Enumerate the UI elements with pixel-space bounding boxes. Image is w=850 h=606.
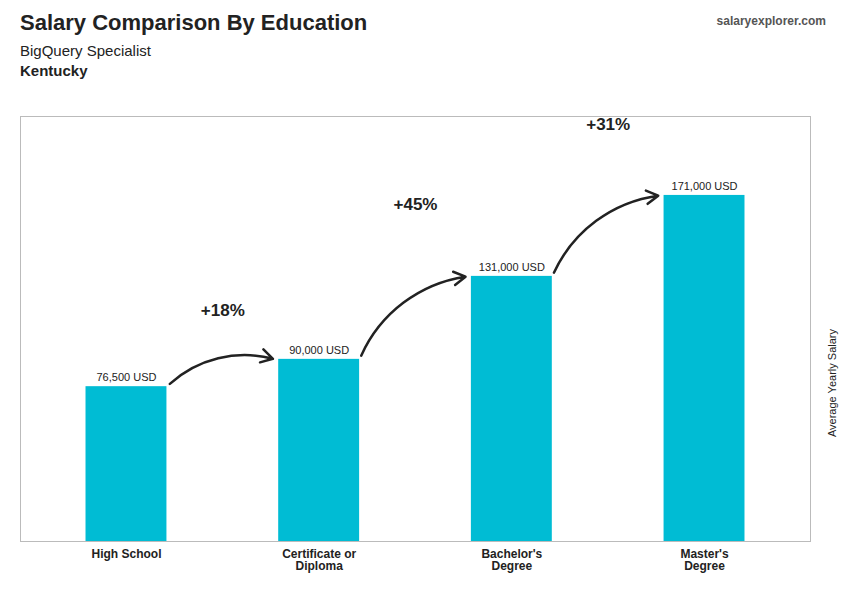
svg-text:High School: High School	[91, 547, 161, 561]
svg-text:+31%: +31%	[586, 115, 630, 134]
svg-text:+18%: +18%	[201, 301, 245, 320]
html-text:BigQuery Specialist: BigQuery Specialist	[20, 42, 151, 59]
html-text:Kentucky: Kentucky	[20, 62, 88, 79]
svg-text:Certificate orDiploma: Certificate orDiploma	[282, 547, 356, 573]
svg-text:Bachelor'sDegree: Bachelor'sDegree	[481, 547, 542, 573]
svg-text:Master'sDegree: Master'sDegree	[680, 547, 729, 573]
html-text:Salary Comparison By Education: Salary Comparison By Education	[20, 10, 368, 35]
svg-text:131,000 USD: 131,000 USD	[479, 261, 545, 273]
svg-text:90,000 USD: 90,000 USD	[289, 344, 349, 356]
svg-text:171,000 USD: 171,000 USD	[672, 180, 738, 192]
svg-text:+45%: +45%	[394, 195, 438, 214]
svg-text:Average Yearly Salary: Average Yearly Salary	[826, 329, 838, 438]
html-text:salaryexplorer.com: salaryexplorer.com	[716, 14, 826, 28]
svg-text:76,500 USD: 76,500 USD	[97, 371, 157, 383]
